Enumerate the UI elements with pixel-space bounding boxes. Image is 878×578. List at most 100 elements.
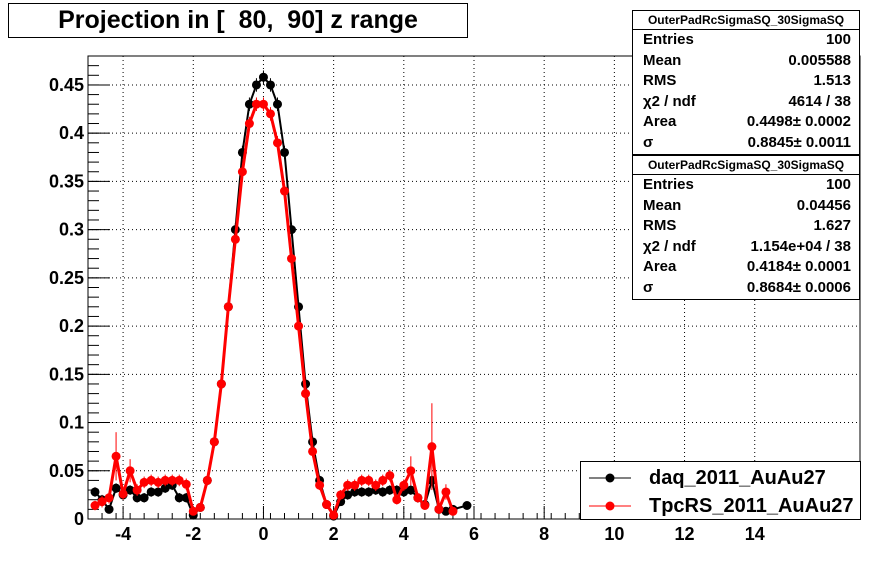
data-point xyxy=(160,475,170,485)
stats-row-entries: Entries 100 xyxy=(643,31,851,48)
stats-row-area: Area 0.4498± 0.0002 xyxy=(643,113,851,131)
data-point xyxy=(258,99,268,109)
stats-row-sigma: σ 0.8845± 0.0011 xyxy=(643,133,851,151)
data-point xyxy=(111,483,121,493)
data-point xyxy=(174,475,184,485)
data-point xyxy=(104,493,114,503)
data-point xyxy=(441,487,451,497)
data-point xyxy=(272,138,282,148)
data-point xyxy=(371,480,381,490)
data-point xyxy=(139,493,149,503)
data-point xyxy=(223,302,233,312)
data-point xyxy=(132,485,142,495)
data-point xyxy=(251,80,261,90)
data-point xyxy=(308,446,318,456)
data-point xyxy=(153,477,163,487)
data-point xyxy=(97,497,107,507)
data-point xyxy=(104,504,114,514)
x-tick-label: 14 xyxy=(745,524,765,544)
legend-item-tpcrs: TpcRS_2011_AuAu27 xyxy=(581,492,860,520)
marker-icon xyxy=(589,501,631,511)
data-point xyxy=(350,487,360,497)
legend-label: TpcRS_2011_AuAu27 xyxy=(649,495,854,517)
series-tpcrs xyxy=(90,97,458,520)
data-point xyxy=(315,480,325,490)
data-point xyxy=(462,500,472,510)
y-tick-label: 0.1 xyxy=(59,413,84,433)
data-point xyxy=(322,500,332,510)
stats-box-tpcrs: OuterPadRcSigmaSQ_30SigmaSQ Entries 100 M… xyxy=(632,155,860,300)
data-point xyxy=(111,451,121,461)
data-point xyxy=(294,321,304,331)
data-point xyxy=(125,466,135,476)
data-point xyxy=(420,500,430,510)
stats-header: OuterPadRcSigmaSQ_30SigmaSQ xyxy=(633,11,859,30)
stats-row-sigma: σ 0.8684± 0.0006 xyxy=(643,278,851,296)
x-tick-label: 4 xyxy=(399,524,409,544)
data-point xyxy=(188,506,198,516)
legend-label: daq_2011_AuAu27 xyxy=(649,467,826,489)
data-point xyxy=(357,475,367,485)
data-point xyxy=(378,487,388,497)
y-tick-label: 0.45 xyxy=(49,75,84,95)
data-point xyxy=(251,99,261,109)
stats-row-rms: RMS 1.513 xyxy=(643,72,851,90)
data-point xyxy=(385,471,395,481)
data-point xyxy=(139,477,149,487)
y-tick-label: 0.35 xyxy=(49,171,84,191)
data-point xyxy=(364,475,374,485)
y-tick-label: 0 xyxy=(74,509,84,529)
data-point xyxy=(265,109,275,119)
data-point xyxy=(272,99,282,109)
data-point xyxy=(343,480,353,490)
data-point xyxy=(160,483,170,493)
legend: daq_2011_AuAu27 TpcRS_2011_AuAu27 xyxy=(580,461,861,520)
data-point xyxy=(265,80,275,90)
data-point xyxy=(364,487,374,497)
x-tick-label: -4 xyxy=(115,524,131,544)
y-tick-label: 0.4 xyxy=(59,123,84,143)
stats-row-mean: Mean 0.04456 xyxy=(643,196,851,214)
x-tick-label: 10 xyxy=(604,524,624,544)
data-point xyxy=(195,502,205,512)
data-point xyxy=(448,506,458,516)
data-point xyxy=(258,72,268,82)
data-point xyxy=(174,493,184,503)
data-point xyxy=(118,489,128,499)
series-daq xyxy=(90,70,472,521)
data-point xyxy=(399,480,409,490)
data-point xyxy=(392,495,402,505)
x-tick-label: 12 xyxy=(675,524,695,544)
data-point xyxy=(434,504,444,514)
x-tick-label: 0 xyxy=(258,524,268,544)
data-point xyxy=(406,466,416,476)
data-point xyxy=(181,479,191,489)
data-point xyxy=(146,475,156,485)
stats-row-entries: Entries 100 xyxy=(643,176,851,193)
legend-item-daq: daq_2011_AuAu27 xyxy=(581,464,860,492)
y-tick-label: 0.15 xyxy=(49,364,84,384)
data-point xyxy=(90,500,100,510)
y-tick-label: 0.25 xyxy=(49,268,84,288)
data-series xyxy=(90,70,472,521)
fit-curve xyxy=(94,102,455,519)
data-point xyxy=(280,147,290,157)
data-point xyxy=(244,99,254,109)
y-tick-label: 0.05 xyxy=(49,461,84,481)
data-point xyxy=(441,506,451,516)
chart-title: Projection in [ 80, 90] z range xyxy=(8,3,468,38)
stats-row-area: Area 0.4184± 0.0001 xyxy=(643,258,851,276)
y-tick-label: 0.3 xyxy=(59,220,84,240)
data-point xyxy=(167,475,177,485)
data-point xyxy=(230,234,240,244)
stats-box-daq: OuterPadRcSigmaSQ_30SigmaSQ Entries 100 M… xyxy=(632,10,860,155)
stats-row-chi2: χ2 / ndf 4614 / 38 xyxy=(643,92,851,110)
data-point xyxy=(237,167,247,177)
data-point xyxy=(202,475,212,485)
data-point xyxy=(406,485,416,495)
data-point xyxy=(350,480,360,490)
data-point xyxy=(301,389,311,399)
data-point xyxy=(413,493,423,503)
data-point xyxy=(244,119,254,129)
axes: -4 -2 0 2 4 6 8 10 12 14 0 0.05 0.1 0.15 0.2 0.25 0.3 0.3… xyxy=(49,55,861,544)
